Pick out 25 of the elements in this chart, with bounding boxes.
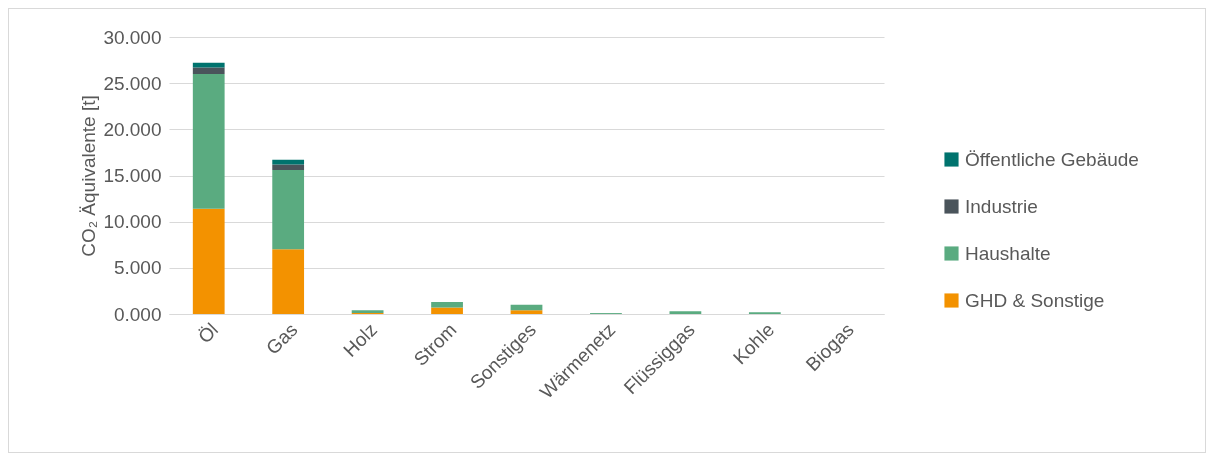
x-tick-label: Holz (339, 319, 382, 361)
y-tick-label: 20.000 (103, 118, 162, 140)
legend-label: GHD & Sonstige (965, 289, 1105, 311)
bar (272, 164, 305, 170)
x-tick-label: Gas (262, 319, 302, 359)
y-tick-label: 5.000 (113, 257, 162, 279)
y-tick-label: 0.000 (113, 303, 162, 325)
legend-label: Industrie (965, 195, 1038, 217)
bar (431, 302, 463, 308)
bar (272, 249, 305, 314)
bar (431, 307, 463, 314)
y-tick-label: 15.000 (103, 165, 162, 186)
bar (192, 208, 225, 314)
bar (510, 310, 543, 314)
y-tick-label: 10.000 (103, 211, 162, 233)
y-axis-title: CO₂ Äquivalente [t] (78, 95, 100, 257)
legend-label: Öffentliche Gebäude (965, 148, 1139, 170)
y-tick-label: 25.000 (103, 72, 162, 94)
bar (192, 67, 225, 74)
bar (272, 169, 305, 250)
x-tick-label: Öl (193, 319, 223, 348)
y-tick-label: 30.000 (103, 26, 162, 48)
bar (669, 311, 702, 314)
bar (192, 73, 225, 209)
legend-label: Haushalte (965, 242, 1051, 264)
